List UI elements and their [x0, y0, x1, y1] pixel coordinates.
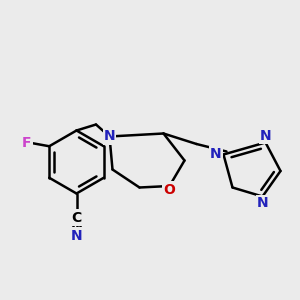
Text: N: N: [104, 130, 115, 143]
Text: N: N: [71, 229, 82, 242]
Text: C: C: [71, 211, 82, 224]
Text: N: N: [210, 148, 222, 161]
Text: O: O: [164, 183, 175, 196]
Text: N: N: [257, 196, 268, 210]
Text: F: F: [22, 136, 32, 150]
Text: N: N: [260, 129, 271, 143]
